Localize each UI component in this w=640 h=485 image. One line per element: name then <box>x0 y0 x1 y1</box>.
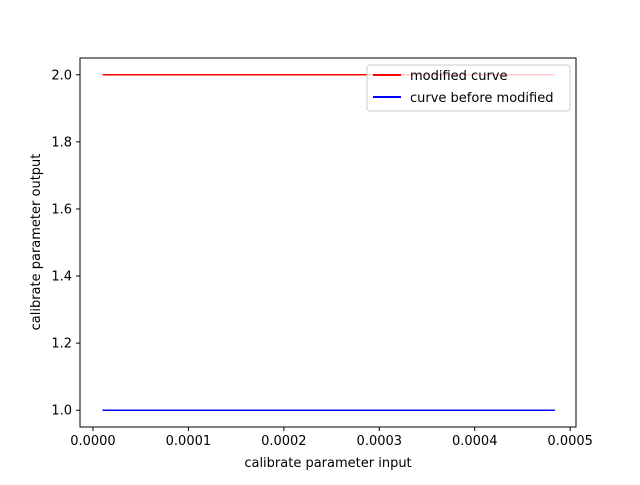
y-tick-label: 1.6 <box>51 202 72 217</box>
y-tick-label: 2.0 <box>51 68 72 83</box>
x-tick-label: 0.0000 <box>70 434 116 449</box>
legend-box <box>366 64 571 112</box>
x-tick-label: 0.0002 <box>261 434 307 449</box>
x-axis-label: calibrate parameter input <box>244 456 411 471</box>
x-tick-label: 0.0005 <box>547 434 593 449</box>
legend-label-curve-before-modified: curve before modified <box>410 91 553 106</box>
legend: modified curve curve before modified <box>366 64 571 112</box>
y-axis-label: calibrate parameter output <box>29 154 44 331</box>
x-tick-label: 0.0001 <box>166 434 212 449</box>
plot-frame <box>79 57 577 428</box>
x-tick-label: 0.0003 <box>357 434 403 449</box>
y-tick-label: 1.8 <box>51 135 72 150</box>
x-tick-label: 0.0004 <box>452 434 498 449</box>
legend-label-modified-curve: modified curve <box>410 69 507 84</box>
y-tick-label: 1.4 <box>51 270 72 285</box>
y-tick-label: 1.2 <box>51 337 72 352</box>
y-tick-label: 1.0 <box>51 404 72 419</box>
ticks-layer: 0.0000 0.0001 0.0002 0.0003 0.0004 0.0005 1.0 1… <box>51 68 593 449</box>
